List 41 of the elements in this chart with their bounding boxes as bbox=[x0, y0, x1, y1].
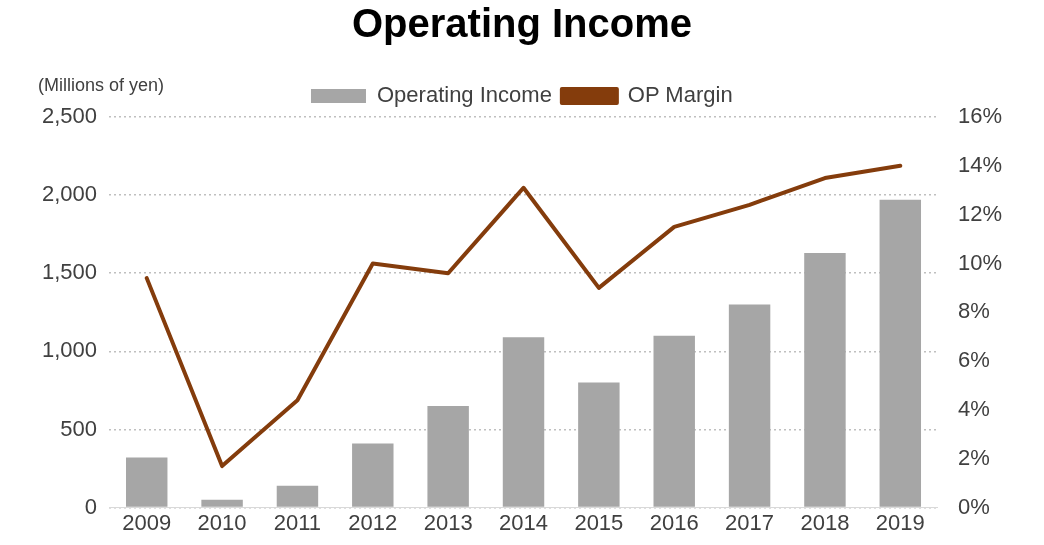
bar bbox=[201, 499, 243, 507]
bar bbox=[427, 406, 469, 507]
bar bbox=[653, 335, 695, 507]
y-tick-label: 500 bbox=[60, 415, 98, 441]
y-tick-label: 2,500 bbox=[41, 103, 98, 129]
x-tick-label: 2010 bbox=[197, 509, 247, 535]
x-tick-label: 2013 bbox=[423, 509, 473, 535]
x-tick-label: 2009 bbox=[122, 509, 172, 535]
x-tick-label: 2011 bbox=[273, 509, 322, 535]
x-tick-label: 2014 bbox=[499, 509, 548, 535]
bar bbox=[728, 304, 771, 507]
y2-tick-label: 6% bbox=[957, 347, 990, 373]
legend-label: Operating Income bbox=[376, 82, 552, 108]
y-tick-label: 2,000 bbox=[41, 181, 98, 207]
y-axis-title: (Millions of yen) bbox=[38, 74, 165, 95]
bar bbox=[126, 457, 168, 507]
x-tick-label: 2012 bbox=[348, 509, 398, 535]
legend-label: OP Margin bbox=[627, 82, 733, 108]
bar bbox=[578, 382, 620, 507]
bar bbox=[276, 485, 319, 507]
y2-tick-label: 8% bbox=[957, 298, 990, 324]
y2-tick-label: 14% bbox=[957, 151, 1003, 177]
x-tick-label: 2018 bbox=[800, 509, 850, 535]
x-tick-label: 2019 bbox=[875, 509, 925, 535]
y2-tick-label: 4% bbox=[957, 396, 990, 422]
bar bbox=[804, 252, 846, 507]
bar bbox=[502, 337, 545, 507]
y2-tick-label: 16% bbox=[957, 103, 1003, 129]
y2-tick-label: 12% bbox=[957, 200, 1003, 226]
x-tick-label: 2015 bbox=[574, 509, 624, 535]
x-tick-label: 2016 bbox=[649, 509, 699, 535]
y2-tick-label: 10% bbox=[957, 249, 1003, 275]
y-tick-label: 0 bbox=[84, 493, 98, 519]
y2-tick-label: 0% bbox=[957, 493, 990, 519]
bar bbox=[352, 443, 394, 507]
bar bbox=[879, 199, 922, 507]
y-tick-label: 1,500 bbox=[41, 259, 98, 285]
chart-title: Operating Income bbox=[351, 1, 693, 46]
x-tick-label: 2017 bbox=[725, 509, 775, 535]
y-tick-label: 1,000 bbox=[41, 337, 98, 363]
y2-tick-label: 2% bbox=[957, 444, 990, 470]
